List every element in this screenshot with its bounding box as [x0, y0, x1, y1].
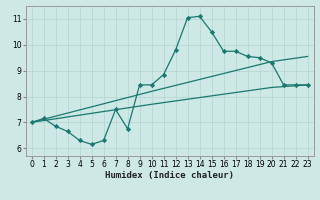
X-axis label: Humidex (Indice chaleur): Humidex (Indice chaleur) — [105, 171, 234, 180]
